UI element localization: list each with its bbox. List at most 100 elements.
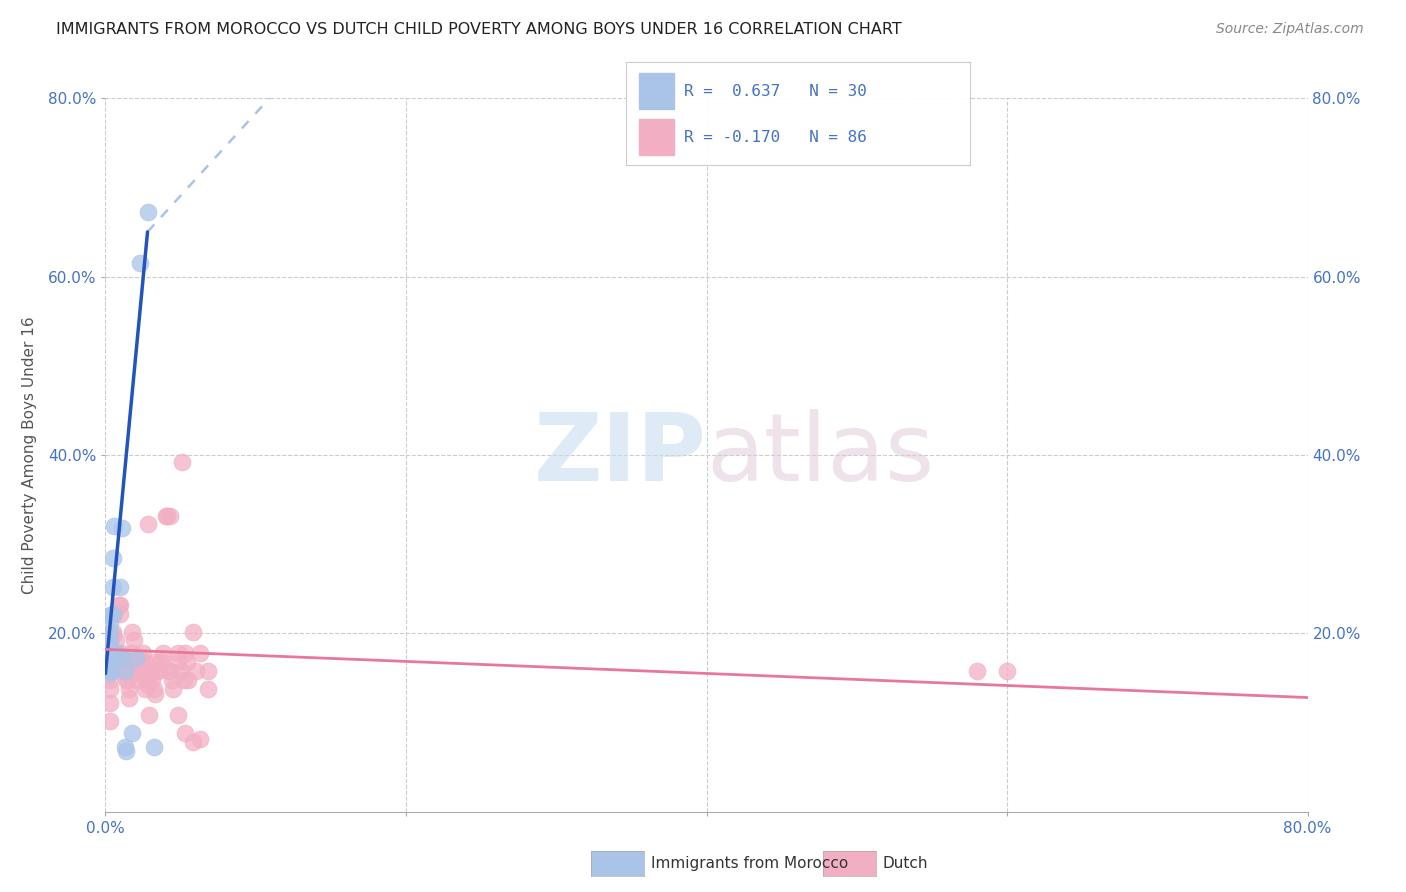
Point <box>142 740 165 755</box>
Point <box>101 607 124 621</box>
Point <box>103 519 125 533</box>
Point <box>98 635 121 649</box>
Point <box>98 646 121 660</box>
Point <box>103 607 125 621</box>
Point <box>111 651 134 665</box>
Text: Dutch: Dutch <box>883 856 928 871</box>
Point <box>110 598 132 612</box>
Point <box>98 664 121 678</box>
Point <box>139 664 162 678</box>
Point <box>134 681 156 696</box>
Point <box>197 664 219 678</box>
Point <box>101 624 124 639</box>
Point <box>141 673 163 687</box>
Point <box>104 655 127 669</box>
Point <box>159 664 181 678</box>
Point <box>98 626 121 640</box>
Point <box>111 660 134 674</box>
Point <box>98 673 121 687</box>
Point <box>136 205 159 219</box>
Point <box>104 633 127 648</box>
Point <box>124 664 146 678</box>
Point <box>98 660 121 674</box>
Point <box>98 681 121 696</box>
Point <box>107 655 129 669</box>
Text: Immigrants from Morocco: Immigrants from Morocco <box>651 856 848 871</box>
Point <box>155 508 177 523</box>
Point <box>98 666 121 681</box>
Point <box>98 696 121 710</box>
Point <box>114 655 136 669</box>
Point <box>129 256 152 270</box>
Point <box>129 651 152 665</box>
Point <box>160 673 183 687</box>
Point <box>136 678 159 692</box>
Point <box>166 708 188 723</box>
Point <box>135 673 157 687</box>
Point <box>166 655 188 669</box>
Point <box>115 744 138 758</box>
Point <box>112 664 135 678</box>
Point <box>107 646 129 660</box>
Bar <box>640 73 673 109</box>
Point <box>157 664 180 678</box>
Point <box>145 664 167 678</box>
Point <box>110 580 132 594</box>
Point <box>100 651 122 665</box>
Point <box>143 687 166 701</box>
Point <box>121 726 143 740</box>
Point <box>188 646 211 660</box>
Point <box>115 664 138 678</box>
Point <box>148 655 170 669</box>
Point <box>114 664 136 678</box>
Text: Source: ZipAtlas.com: Source: ZipAtlas.com <box>1216 22 1364 37</box>
Point <box>98 664 121 678</box>
Point <box>128 664 150 678</box>
Point <box>172 455 194 469</box>
Point <box>111 646 134 660</box>
Point <box>115 673 138 687</box>
Bar <box>640 119 673 155</box>
Point <box>169 664 191 678</box>
Point <box>101 580 124 594</box>
Point <box>173 673 195 687</box>
Point <box>98 655 121 669</box>
Point <box>98 608 121 623</box>
Point <box>98 642 121 657</box>
Point <box>181 624 204 639</box>
Point <box>98 615 121 630</box>
Point <box>166 646 188 660</box>
Point <box>121 655 143 669</box>
Point <box>197 681 219 696</box>
Point <box>995 664 1018 678</box>
Y-axis label: Child Poverty Among Boys Under 16: Child Poverty Among Boys Under 16 <box>22 316 37 594</box>
Point <box>98 655 121 669</box>
Point <box>121 624 143 639</box>
Point <box>156 508 179 523</box>
Point <box>118 690 141 705</box>
Point <box>122 633 145 648</box>
Point <box>136 664 159 678</box>
Point <box>142 681 165 696</box>
Point <box>101 628 124 642</box>
Point <box>143 655 166 669</box>
Point <box>107 646 129 660</box>
Text: IMMIGRANTS FROM MOROCCO VS DUTCH CHILD POVERTY AMONG BOYS UNDER 16 CORRELATION C: IMMIGRANTS FROM MOROCCO VS DUTCH CHILD P… <box>56 22 903 37</box>
Point <box>184 664 207 678</box>
Text: R = -0.170   N = 86: R = -0.170 N = 86 <box>685 130 868 145</box>
Point <box>177 673 200 687</box>
Point <box>100 646 122 660</box>
Point <box>101 550 124 565</box>
Point <box>152 646 174 660</box>
Point <box>114 664 136 678</box>
Point <box>176 655 198 669</box>
Point <box>98 648 121 663</box>
Point <box>103 646 125 660</box>
Point <box>114 740 136 755</box>
Point <box>111 521 134 535</box>
Point <box>107 651 129 665</box>
Point <box>138 708 160 723</box>
Point <box>98 651 121 665</box>
Point <box>174 726 197 740</box>
Text: R =  0.637   N = 30: R = 0.637 N = 30 <box>685 84 868 99</box>
